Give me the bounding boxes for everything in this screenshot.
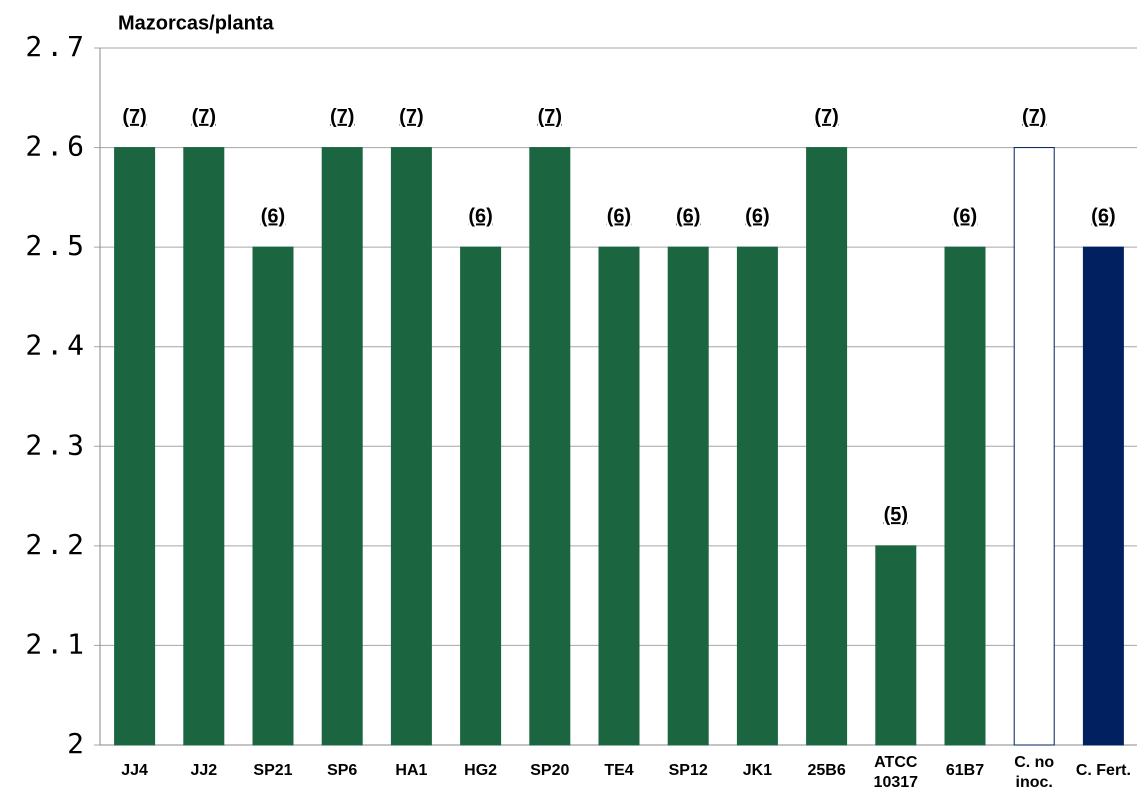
data-label: (7) — [538, 106, 562, 128]
y-tick-label: 2.1 — [25, 627, 88, 660]
y-tick-label: 2.4 — [25, 329, 88, 362]
bar — [1013, 147, 1055, 746]
y-tick-label: 2.2 — [25, 528, 88, 561]
data-label: (7) — [399, 106, 423, 128]
bar — [806, 147, 848, 746]
bar — [667, 246, 709, 746]
x-tick-label: SP20 — [530, 762, 569, 779]
bar — [1082, 246, 1124, 746]
x-tick-label: JK1 — [743, 762, 772, 779]
data-label: (6) — [1091, 205, 1115, 227]
data-label: (6) — [745, 205, 769, 227]
y-tick-label: 2.6 — [25, 130, 88, 163]
x-tick-label: HG2 — [464, 762, 497, 779]
data-label: (7) — [330, 106, 354, 128]
data-label: (6) — [676, 205, 700, 227]
x-tick-label: JJ4 — [121, 762, 148, 779]
bar — [529, 147, 571, 746]
x-tick-label: SP12 — [669, 762, 708, 779]
data-label: (7) — [814, 106, 838, 128]
bar — [598, 246, 640, 746]
y-tick-label: 2.3 — [25, 428, 88, 461]
data-label: (6) — [607, 205, 631, 227]
x-tick-label: C. Fert. — [1076, 762, 1131, 779]
data-label: (7) — [1022, 106, 1046, 128]
x-tick-label: HA1 — [395, 762, 427, 779]
y-tick-label: 2 — [67, 727, 88, 760]
x-tick-label: ATCC 10317 — [874, 754, 919, 791]
x-tick-label: SP21 — [253, 762, 292, 779]
bar — [875, 545, 917, 746]
bar — [114, 147, 156, 746]
data-label: (7) — [122, 106, 146, 128]
x-tick-label: SP6 — [327, 762, 357, 779]
bar — [460, 246, 502, 746]
bar — [736, 246, 778, 746]
bar — [944, 246, 986, 746]
x-tick-label: TE4 — [604, 762, 633, 779]
x-tick-label: JJ2 — [190, 762, 217, 779]
x-tick-label: C. no inoc. — [1014, 754, 1054, 791]
chart-title: Mazorcas/planta — [118, 12, 274, 34]
data-label: (7) — [192, 106, 216, 128]
data-label: (6) — [953, 205, 977, 227]
bar — [183, 147, 225, 746]
x-tick-label: 25B6 — [807, 762, 845, 779]
bar — [390, 147, 432, 746]
data-label: (6) — [468, 205, 492, 227]
y-tick-label: 2.5 — [25, 229, 88, 262]
data-label: (5) — [884, 504, 908, 526]
y-tick-label: 2.7 — [25, 30, 88, 63]
x-tick-label: 61B7 — [946, 762, 984, 779]
bar — [321, 147, 363, 746]
bar — [252, 246, 294, 746]
data-label: (6) — [261, 205, 285, 227]
